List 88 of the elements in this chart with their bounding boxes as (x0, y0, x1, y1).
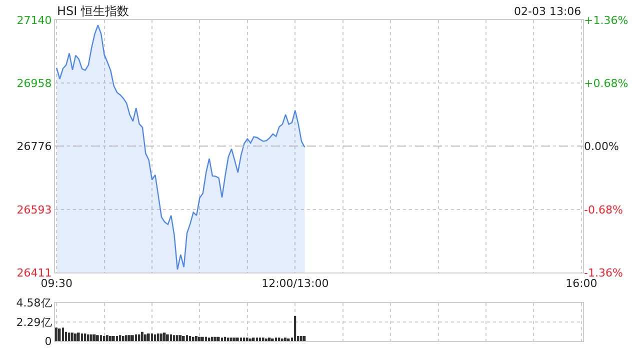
bar (182, 336, 185, 341)
y-tick-label: 0 (44, 334, 52, 348)
bar (96, 335, 99, 341)
bar (189, 336, 192, 341)
bar (205, 336, 208, 341)
bar (224, 336, 226, 341)
bar (90, 334, 93, 341)
bar (166, 334, 169, 341)
bar (214, 336, 217, 341)
bar (275, 338, 278, 341)
bar (81, 333, 83, 341)
bar (211, 336, 214, 341)
bar (74, 333, 77, 341)
bar (122, 336, 124, 341)
bar (55, 328, 58, 341)
x-tick-label: 16:00 (566, 276, 598, 290)
bar (131, 335, 134, 341)
bar (233, 338, 236, 341)
bar (240, 338, 242, 341)
bar (119, 335, 122, 341)
bar (135, 334, 138, 341)
y2-tick-label: -0.68% (584, 203, 623, 216)
y-tick-label: 26411 (16, 266, 52, 280)
bar (186, 335, 188, 341)
bar (109, 336, 112, 341)
bar (268, 338, 271, 341)
bar (262, 338, 264, 341)
bar (62, 328, 64, 341)
y-tick-label: 2.29亿 (16, 316, 52, 329)
bar (157, 333, 160, 341)
y2-tick-label: +0.68% (584, 77, 628, 90)
y2-tick-label: -1.36% (584, 266, 623, 280)
bar (106, 335, 108, 341)
y-tick-label: 27140 (16, 14, 52, 27)
bar (77, 332, 80, 341)
bar (84, 333, 86, 341)
bar (87, 334, 90, 341)
bar (68, 332, 70, 341)
bar (151, 333, 153, 341)
bar (147, 333, 150, 341)
bar (93, 334, 96, 341)
bar (201, 336, 204, 341)
bar (230, 338, 232, 341)
bar (154, 334, 156, 341)
bar (173, 335, 176, 341)
bar (246, 338, 248, 341)
chart-title: HSI 恒生指数 (57, 4, 129, 18)
bar (176, 335, 178, 341)
bar (294, 316, 296, 341)
bar (71, 332, 74, 341)
bar (144, 334, 147, 341)
x-tick-label: 09:30 (40, 276, 72, 290)
bar (170, 334, 172, 341)
bar (112, 336, 115, 341)
bar (243, 338, 246, 341)
bar (163, 332, 166, 341)
bar (125, 335, 128, 341)
y2-tick-label: +1.36% (584, 14, 628, 27)
y-tick-label: 26593 (16, 203, 52, 216)
y2-tick-label: 0.00% (584, 140, 619, 154)
bar (217, 336, 220, 341)
bar (284, 338, 287, 341)
bar (100, 335, 102, 341)
bar (103, 336, 106, 341)
bar (208, 338, 210, 341)
bar (179, 335, 182, 341)
bar (116, 336, 118, 341)
bar (141, 332, 144, 341)
bar (278, 338, 280, 341)
bar (227, 338, 230, 341)
y-tick-label: 4.58亿 (16, 296, 52, 310)
bar (128, 335, 131, 341)
bar (252, 338, 255, 341)
bar (65, 332, 68, 341)
bar (192, 336, 194, 341)
bar (195, 336, 198, 341)
y-tick-label: 26958 (16, 76, 52, 90)
x-tick-label: 12:00/13:00 (262, 276, 329, 290)
bar (221, 338, 223, 341)
bar (256, 338, 258, 341)
bar (160, 333, 163, 341)
bar (259, 338, 262, 341)
y-tick-label: 26776 (16, 140, 52, 153)
bar (236, 338, 239, 341)
bar (303, 336, 306, 341)
text: 02-03 13:06 (514, 5, 582, 18)
bar (300, 336, 302, 341)
bar (58, 328, 61, 341)
